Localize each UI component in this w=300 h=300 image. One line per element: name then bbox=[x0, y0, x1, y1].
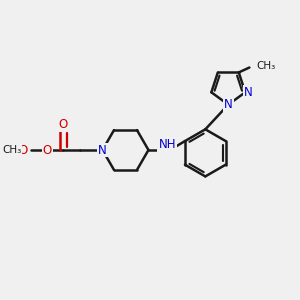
Text: N: N bbox=[224, 98, 233, 111]
Text: O: O bbox=[58, 118, 68, 131]
Text: O: O bbox=[18, 143, 27, 157]
Text: N: N bbox=[98, 143, 107, 157]
Text: O: O bbox=[43, 143, 52, 157]
Text: NH: NH bbox=[158, 138, 176, 151]
Text: CH₃: CH₃ bbox=[256, 61, 276, 71]
Text: CH₃: CH₃ bbox=[2, 145, 22, 155]
Text: N: N bbox=[244, 86, 253, 99]
